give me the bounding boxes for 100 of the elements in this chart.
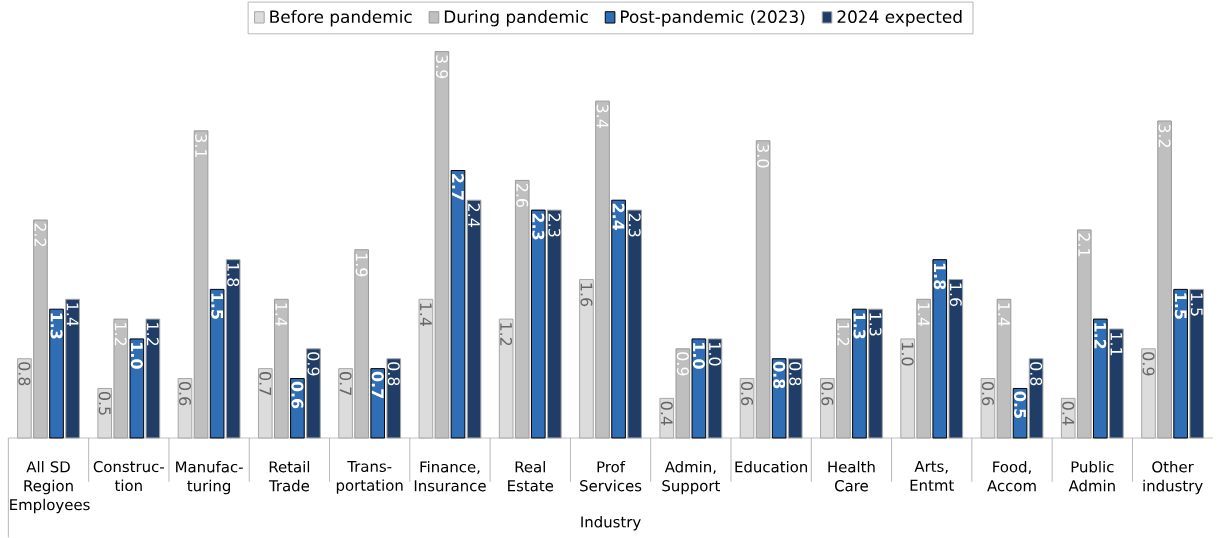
bar [434,51,450,439]
data-label: 1.2 [1094,323,1107,349]
data-label: 0.4 [660,401,673,426]
data-label: 2.3 [548,213,561,237]
x-tick-label: Trans-portation [336,461,403,494]
x-tick-label: Retail Trade [268,461,310,492]
data-label: 0.8 [773,361,786,389]
bar [595,100,610,439]
bar [113,318,129,439]
data-label: 0.9 [676,352,689,376]
bar [916,298,932,439]
data-label: 3.0 [757,144,770,168]
data-label: 1.4 [917,303,930,327]
legend-label: 2024 expected [837,10,962,27]
x-tick-label: Finance, Insurance [414,461,486,492]
data-label: 0.6 [291,381,304,409]
data-label: 0.5 [1014,391,1027,418]
data-label: 1.0 [130,343,143,369]
bar [691,338,707,439]
bar [274,298,289,439]
legend-label: During pandemic [444,10,588,27]
data-label: 1.0 [901,343,914,366]
bar [354,249,369,439]
data-label: 0.8 [789,362,802,386]
data-label: 1.6 [580,283,593,307]
x-tick-label: Public Admin [1068,461,1115,492]
data-label: 1.3 [869,313,882,336]
data-label: 1.1 [1110,333,1123,356]
data-label: 1.5 [1174,293,1187,319]
data-label: 0.7 [371,371,384,399]
data-label: 2.1 [1078,233,1091,257]
x-tick-label: Health Care [828,461,875,492]
x-tick-label: Real Estate [508,461,554,492]
bar [1173,288,1188,439]
data-label: 1.0 [692,343,705,369]
bar [49,308,64,439]
x-tick-label: Construc-tion [93,461,164,492]
data-label: 1.5 [211,293,224,319]
x-tick-label: Education [735,461,808,473]
data-label: 1.8 [933,263,946,290]
data-label: 0.8 [18,362,31,386]
bar [1093,318,1108,439]
legend-label: Before pandemic [270,10,412,27]
bar [1157,120,1172,439]
data-label: 1.4 [420,303,432,327]
data-label: 2.3 [628,213,641,237]
data-label: 3.9 [435,55,448,79]
data-label: 0.6 [741,382,754,406]
data-label: 2.2 [34,223,47,247]
data-label: 3.4 [596,104,609,129]
x-tick-label: All SD Region Employees [10,461,90,514]
bar [514,179,530,439]
bar [33,219,48,439]
data-label: 0.8 [1030,362,1043,386]
bar [450,170,466,439]
data-label: 3.2 [1158,124,1171,148]
data-label: 0.5 [98,391,111,415]
bar [771,358,787,439]
data-label: 0.7 [339,372,352,396]
bar [129,338,145,439]
data-label: 1.2 [114,323,127,346]
data-label: 1.5 [1190,293,1203,316]
data-label: 1.3 [853,313,866,339]
bar [996,298,1012,439]
x-tick-label: Arts, Entmt [910,461,954,491]
bar [675,348,691,439]
data-label: 1.9 [355,253,368,277]
bar [193,130,209,439]
bar [611,199,626,439]
data-label: 1.4 [275,303,288,327]
data-label: 0.9 [307,352,320,376]
data-label: 0.4 [1062,401,1075,426]
data-label: 1.8 [227,263,240,287]
bar [1076,229,1092,439]
x-tick-label: Prof Services [580,461,642,492]
x-tick-label: Admin, Support [662,461,720,495]
data-label: 2.4 [612,203,625,231]
data-label: 2.4 [468,203,480,228]
data-label: 1.4 [66,303,79,327]
data-label: 0.9 [1142,352,1155,376]
data-label: 1.4 [998,303,1010,327]
data-label: 1.0 [708,343,721,366]
data-label: 0.6 [821,382,834,406]
bar [932,259,948,439]
bar [852,308,867,439]
bar [209,288,225,439]
x-axis-title: Industry [581,516,641,531]
data-label: 1.2 [146,323,159,346]
bar [755,140,771,439]
bar [836,318,851,439]
data-label: 0.8 [387,362,400,386]
bar [530,209,546,439]
data-label: 0.6 [178,382,192,406]
data-label: 2.6 [516,184,529,208]
data-label: 0.6 [981,382,994,406]
bar [370,368,386,439]
x-tick-label: Food, Accom [987,461,1036,492]
data-label: 2.3 [532,213,545,240]
data-label: 1.2 [500,323,513,346]
data-label: 1.6 [949,283,962,307]
